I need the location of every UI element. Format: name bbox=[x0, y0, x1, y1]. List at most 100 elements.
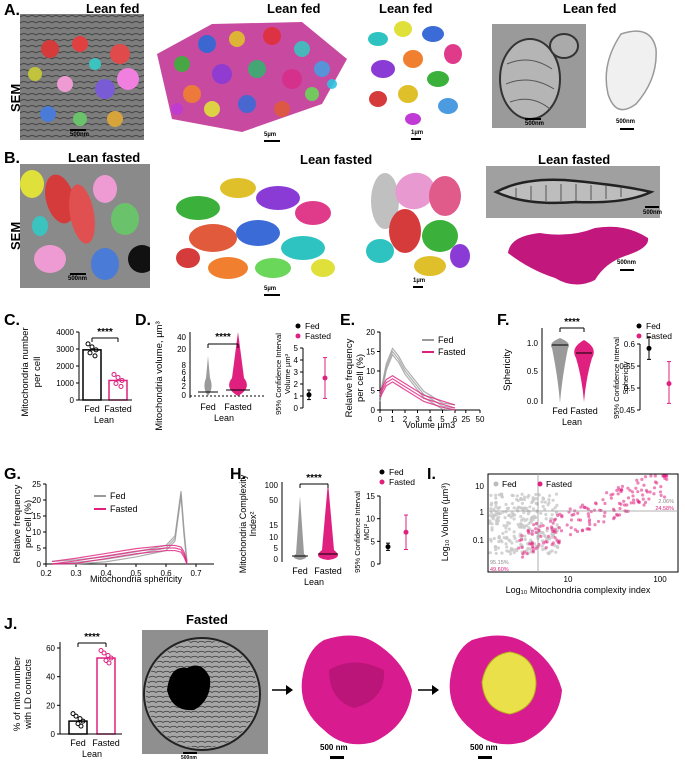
i-point-fasted bbox=[628, 488, 632, 492]
j-ylabel-1: % of mito number bbox=[12, 657, 23, 731]
d-ci-label-2: Volume µm³ bbox=[283, 353, 292, 394]
e-xtick: 1 bbox=[390, 415, 395, 424]
i-point-fed bbox=[547, 498, 551, 502]
j-ytick: 20 bbox=[46, 701, 55, 710]
i-point-fasted bbox=[653, 474, 657, 478]
lipid-droplet bbox=[481, 651, 537, 715]
f-ci-ytick: 0.6 bbox=[624, 340, 636, 349]
e-ytick: 0 bbox=[371, 406, 376, 415]
render-3d-lean-fasted bbox=[168, 168, 340, 286]
i-point-fed bbox=[504, 542, 508, 546]
i-point-fed bbox=[489, 507, 493, 511]
i-point-fasted bbox=[593, 523, 597, 527]
f-significance: **** bbox=[564, 318, 580, 328]
h-ci-ci-point-fasted bbox=[403, 529, 409, 535]
i-legend-fed: Fed bbox=[502, 479, 517, 489]
scale-label-b1: 500nm bbox=[68, 276, 88, 282]
g-ytick: 5 bbox=[37, 544, 42, 553]
f-ci-ytick: 0.5 bbox=[624, 384, 636, 393]
i-point-fed bbox=[505, 549, 509, 553]
d-ci-ytick: 4 bbox=[294, 356, 299, 365]
i-point-fed bbox=[540, 500, 544, 504]
i-point-fasted bbox=[588, 527, 592, 531]
i-point-fed bbox=[545, 537, 549, 541]
i-point-fasted bbox=[580, 503, 585, 507]
i-point-fasted bbox=[586, 512, 590, 516]
i-point-fasted bbox=[631, 494, 635, 498]
panel-b-title-2: Lean fasted bbox=[300, 152, 373, 167]
i-point-fed bbox=[497, 493, 501, 497]
svg-text:5: 5 bbox=[274, 544, 279, 553]
i-point-fasted bbox=[642, 483, 646, 487]
g-ytick: 0 bbox=[37, 560, 42, 569]
i-point-fasted bbox=[596, 519, 601, 524]
e-xtick: 50 bbox=[476, 415, 485, 424]
i-point-fasted bbox=[618, 506, 622, 511]
svg-text:1.0: 1.0 bbox=[527, 339, 539, 348]
i-point-fasted bbox=[530, 532, 534, 536]
scale-label-a3: 1µm bbox=[411, 130, 424, 136]
c-point bbox=[93, 347, 99, 353]
i-point-fasted bbox=[553, 535, 557, 540]
i-quadrant-4: 49.60% bbox=[490, 567, 509, 573]
panel-letter-f: F. bbox=[497, 312, 510, 329]
i-point-fed bbox=[515, 507, 519, 511]
svg-text:15: 15 bbox=[269, 521, 278, 530]
render-single-mito-fed bbox=[596, 24, 666, 114]
c-point bbox=[87, 350, 93, 356]
j-xcat-fasted: Fasted bbox=[92, 738, 120, 748]
i-point-fasted bbox=[518, 538, 522, 543]
i-point-fasted bbox=[525, 552, 529, 556]
svg-text:50: 50 bbox=[269, 496, 278, 505]
i-point-fasted bbox=[555, 538, 559, 542]
e-ytick: 5 bbox=[371, 387, 376, 396]
render-3d-lean-fasted-zoom bbox=[360, 166, 472, 278]
i-point-fasted bbox=[534, 530, 538, 535]
panel-a-title-4: Lean fed bbox=[563, 1, 617, 16]
j-point bbox=[103, 658, 109, 664]
c-ytick: 4000 bbox=[56, 328, 74, 337]
i-point-fasted bbox=[575, 529, 580, 534]
d-xcat-fed: Fed bbox=[200, 402, 216, 412]
f-legend-fed: Fed bbox=[646, 321, 661, 331]
render-3d-lean-fed bbox=[152, 14, 352, 134]
i-point-fed bbox=[515, 497, 519, 502]
g-legend-fed: Fed bbox=[110, 491, 126, 501]
i-point-fasted bbox=[535, 521, 539, 525]
i-point-fed bbox=[510, 511, 514, 515]
i-point-fasted bbox=[588, 522, 592, 527]
scale-bar-b1 bbox=[70, 273, 86, 275]
i-point-fed bbox=[526, 495, 530, 499]
panel-letter-h: H. bbox=[230, 466, 246, 483]
i-point-fasted bbox=[557, 526, 561, 530]
i-point-fed bbox=[512, 517, 516, 521]
i-point-fasted bbox=[542, 541, 546, 545]
g-line-fasted bbox=[51, 547, 188, 565]
i-point-fasted bbox=[617, 513, 622, 517]
i-point-fasted bbox=[602, 514, 606, 518]
i-point-fasted bbox=[532, 523, 536, 527]
h-ylabel-1: Mitochondria Complexity bbox=[238, 474, 248, 573]
i-point-fed bbox=[507, 538, 511, 542]
i-point-fasted bbox=[648, 490, 652, 494]
i-point-fasted bbox=[665, 477, 669, 481]
f-xcat-fed: Fed bbox=[552, 406, 568, 416]
i-point-fed bbox=[539, 511, 543, 515]
d-legend-fed-dot bbox=[295, 323, 301, 329]
i-point-fasted bbox=[546, 534, 551, 538]
i-point-fed bbox=[522, 510, 526, 515]
j-point bbox=[70, 711, 76, 717]
svg-text:10: 10 bbox=[269, 533, 278, 542]
i-point-fed bbox=[520, 492, 524, 496]
i-point-fed bbox=[519, 497, 523, 501]
svg-text:4: 4 bbox=[182, 375, 187, 384]
i-point-fasted bbox=[602, 520, 606, 524]
arrow-icon-2 bbox=[416, 682, 440, 698]
i-point-fasted bbox=[641, 493, 645, 497]
h-ci-ytick: 0 bbox=[371, 560, 376, 569]
i-point-fasted bbox=[626, 496, 631, 500]
i-quadrant-1: 2.06% bbox=[658, 499, 674, 505]
i-point-fed bbox=[554, 550, 558, 554]
panel-letter-e: E. bbox=[340, 312, 356, 329]
i-point-fed bbox=[529, 520, 533, 524]
